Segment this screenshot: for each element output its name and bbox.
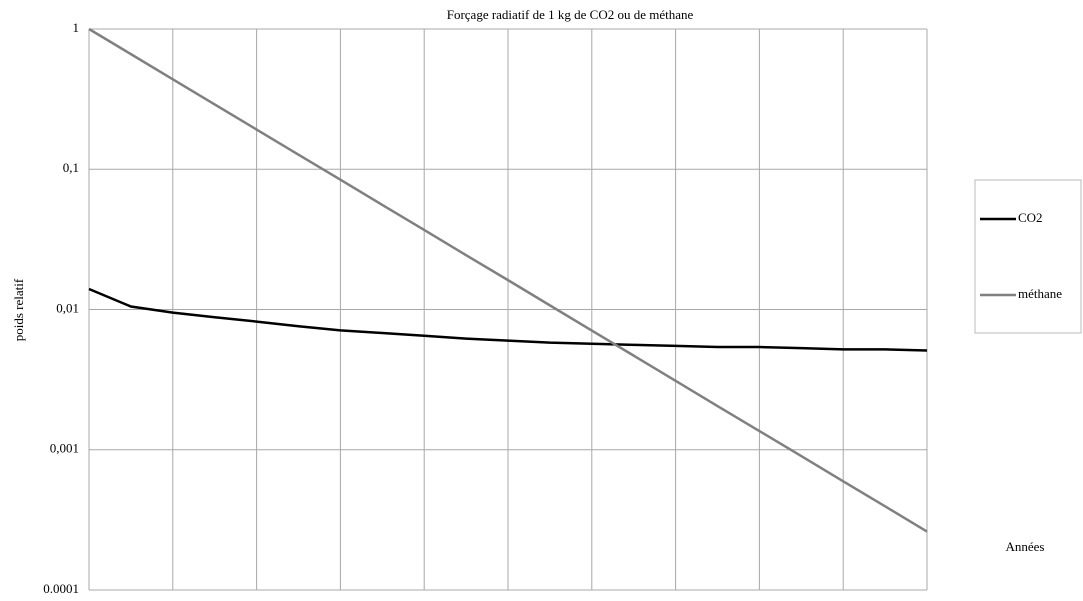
y-tick-label: 0.0001 [43, 581, 79, 596]
line-series [88, 287, 928, 352]
y-tick-label: 1 [73, 20, 80, 35]
y-axis-label: poids relatif [11, 278, 26, 341]
y-tick-label: 0,1 [63, 160, 79, 175]
x-axis-label: Années [1006, 539, 1045, 554]
legend-box [974, 179, 1082, 334]
y-tick-label: 0,01 [56, 300, 79, 315]
legend-label: CO2 [1018, 210, 1043, 225]
line-series [88, 27, 928, 533]
chart-title: Forçage radiatif de 1 kg de CO2 ou de mé… [447, 7, 694, 22]
legend-label: méthane [1018, 286, 1062, 301]
y-tick-label: 0,001 [50, 441, 79, 456]
